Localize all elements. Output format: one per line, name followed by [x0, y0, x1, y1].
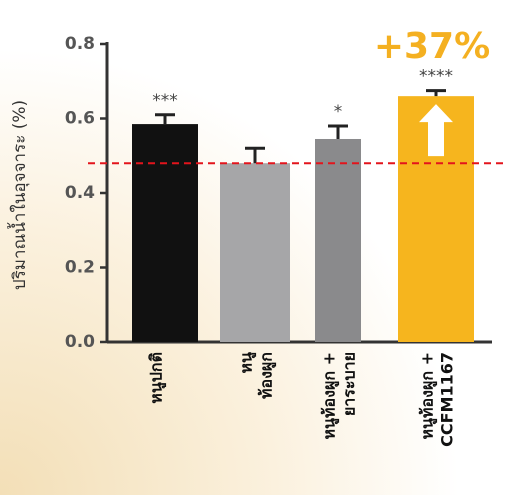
- bar: [132, 124, 198, 343]
- bar: [315, 138, 361, 342]
- significance: *: [334, 102, 343, 122]
- x-tick-label: หนูปกติ: [147, 352, 168, 404]
- annotation: +37%: [374, 26, 490, 67]
- x-tick-label: ท้องผูก: [257, 352, 278, 399]
- y-axis-label: ปริมาณน้ำในอุจจาระ (%): [7, 100, 30, 290]
- error-bar: [426, 89, 446, 97]
- y-tick-label: 0.6: [65, 109, 95, 129]
- y-tick-label: 0.2: [65, 258, 95, 278]
- significance: ****: [419, 67, 453, 87]
- significance: ***: [152, 91, 178, 111]
- y-tick-label: 0.4: [65, 183, 95, 203]
- error-bar: [245, 146, 265, 164]
- x-tick-label: หนู: [237, 352, 258, 374]
- error-bar: [328, 124, 348, 139]
- x-tick-label: หนูท้องผูก +: [418, 352, 439, 440]
- y-tick-label: 0.8: [65, 34, 95, 54]
- x-tick-label: CCFM1167: [438, 352, 457, 447]
- arrow: [419, 104, 453, 157]
- y-tick-label: 0.0: [65, 332, 95, 352]
- x-tick-label: ยาระบาย: [340, 352, 359, 416]
- error-bar: [155, 113, 175, 125]
- x-tick-label: หนูท้องผูก +: [320, 352, 341, 440]
- bar: [220, 163, 290, 342]
